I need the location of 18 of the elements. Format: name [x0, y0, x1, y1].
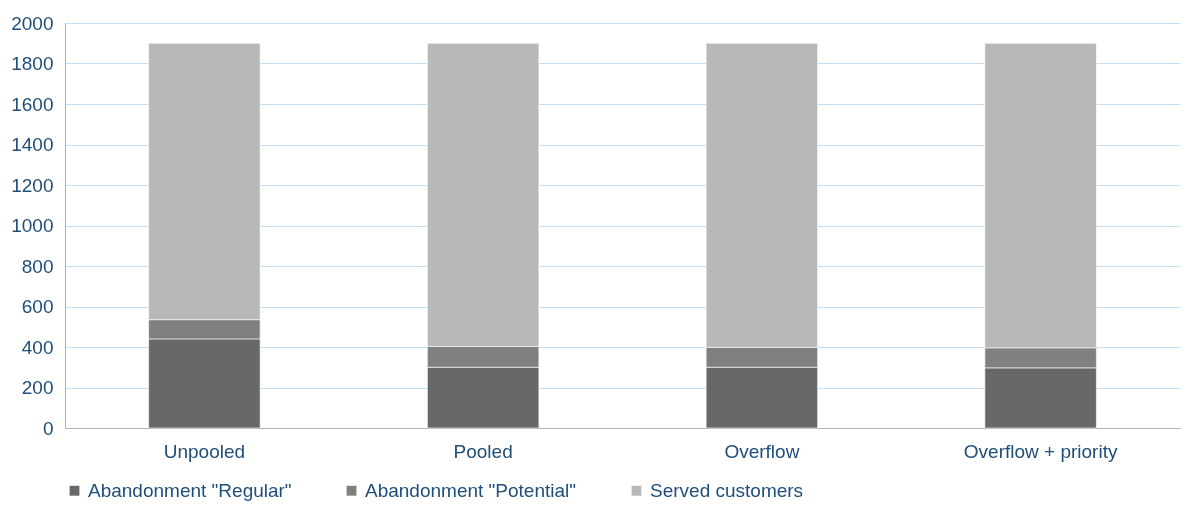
- y-tick-label: 600: [21, 296, 54, 317]
- x-tick-label: Overflow + priority: [963, 440, 1118, 462]
- y-tick-label: 1400: [11, 134, 54, 155]
- y-tick-label: 800: [21, 255, 54, 277]
- y-tick-label: 1800: [11, 53, 54, 74]
- y-tick-label: 1600: [11, 93, 54, 115]
- y-tick-label: 200: [21, 377, 54, 398]
- legend-label: Served customers: [650, 479, 804, 501]
- y-tick-label: 1000: [11, 215, 54, 236]
- y-tick-label: 2000: [11, 12, 54, 34]
- y-tick-label: 0: [42, 417, 54, 439]
- y-tick-label: 1200: [11, 174, 54, 196]
- x-tick-label: Unpooled: [163, 440, 246, 462]
- y-tick-label: 400: [21, 336, 54, 358]
- x-tick-label: Pooled: [453, 440, 513, 462]
- x-tick-label: Overflow: [724, 440, 800, 462]
- legend-label: Abandonment "Regular": [88, 479, 292, 501]
- legend-label: Abandonment "Potential": [365, 479, 577, 501]
